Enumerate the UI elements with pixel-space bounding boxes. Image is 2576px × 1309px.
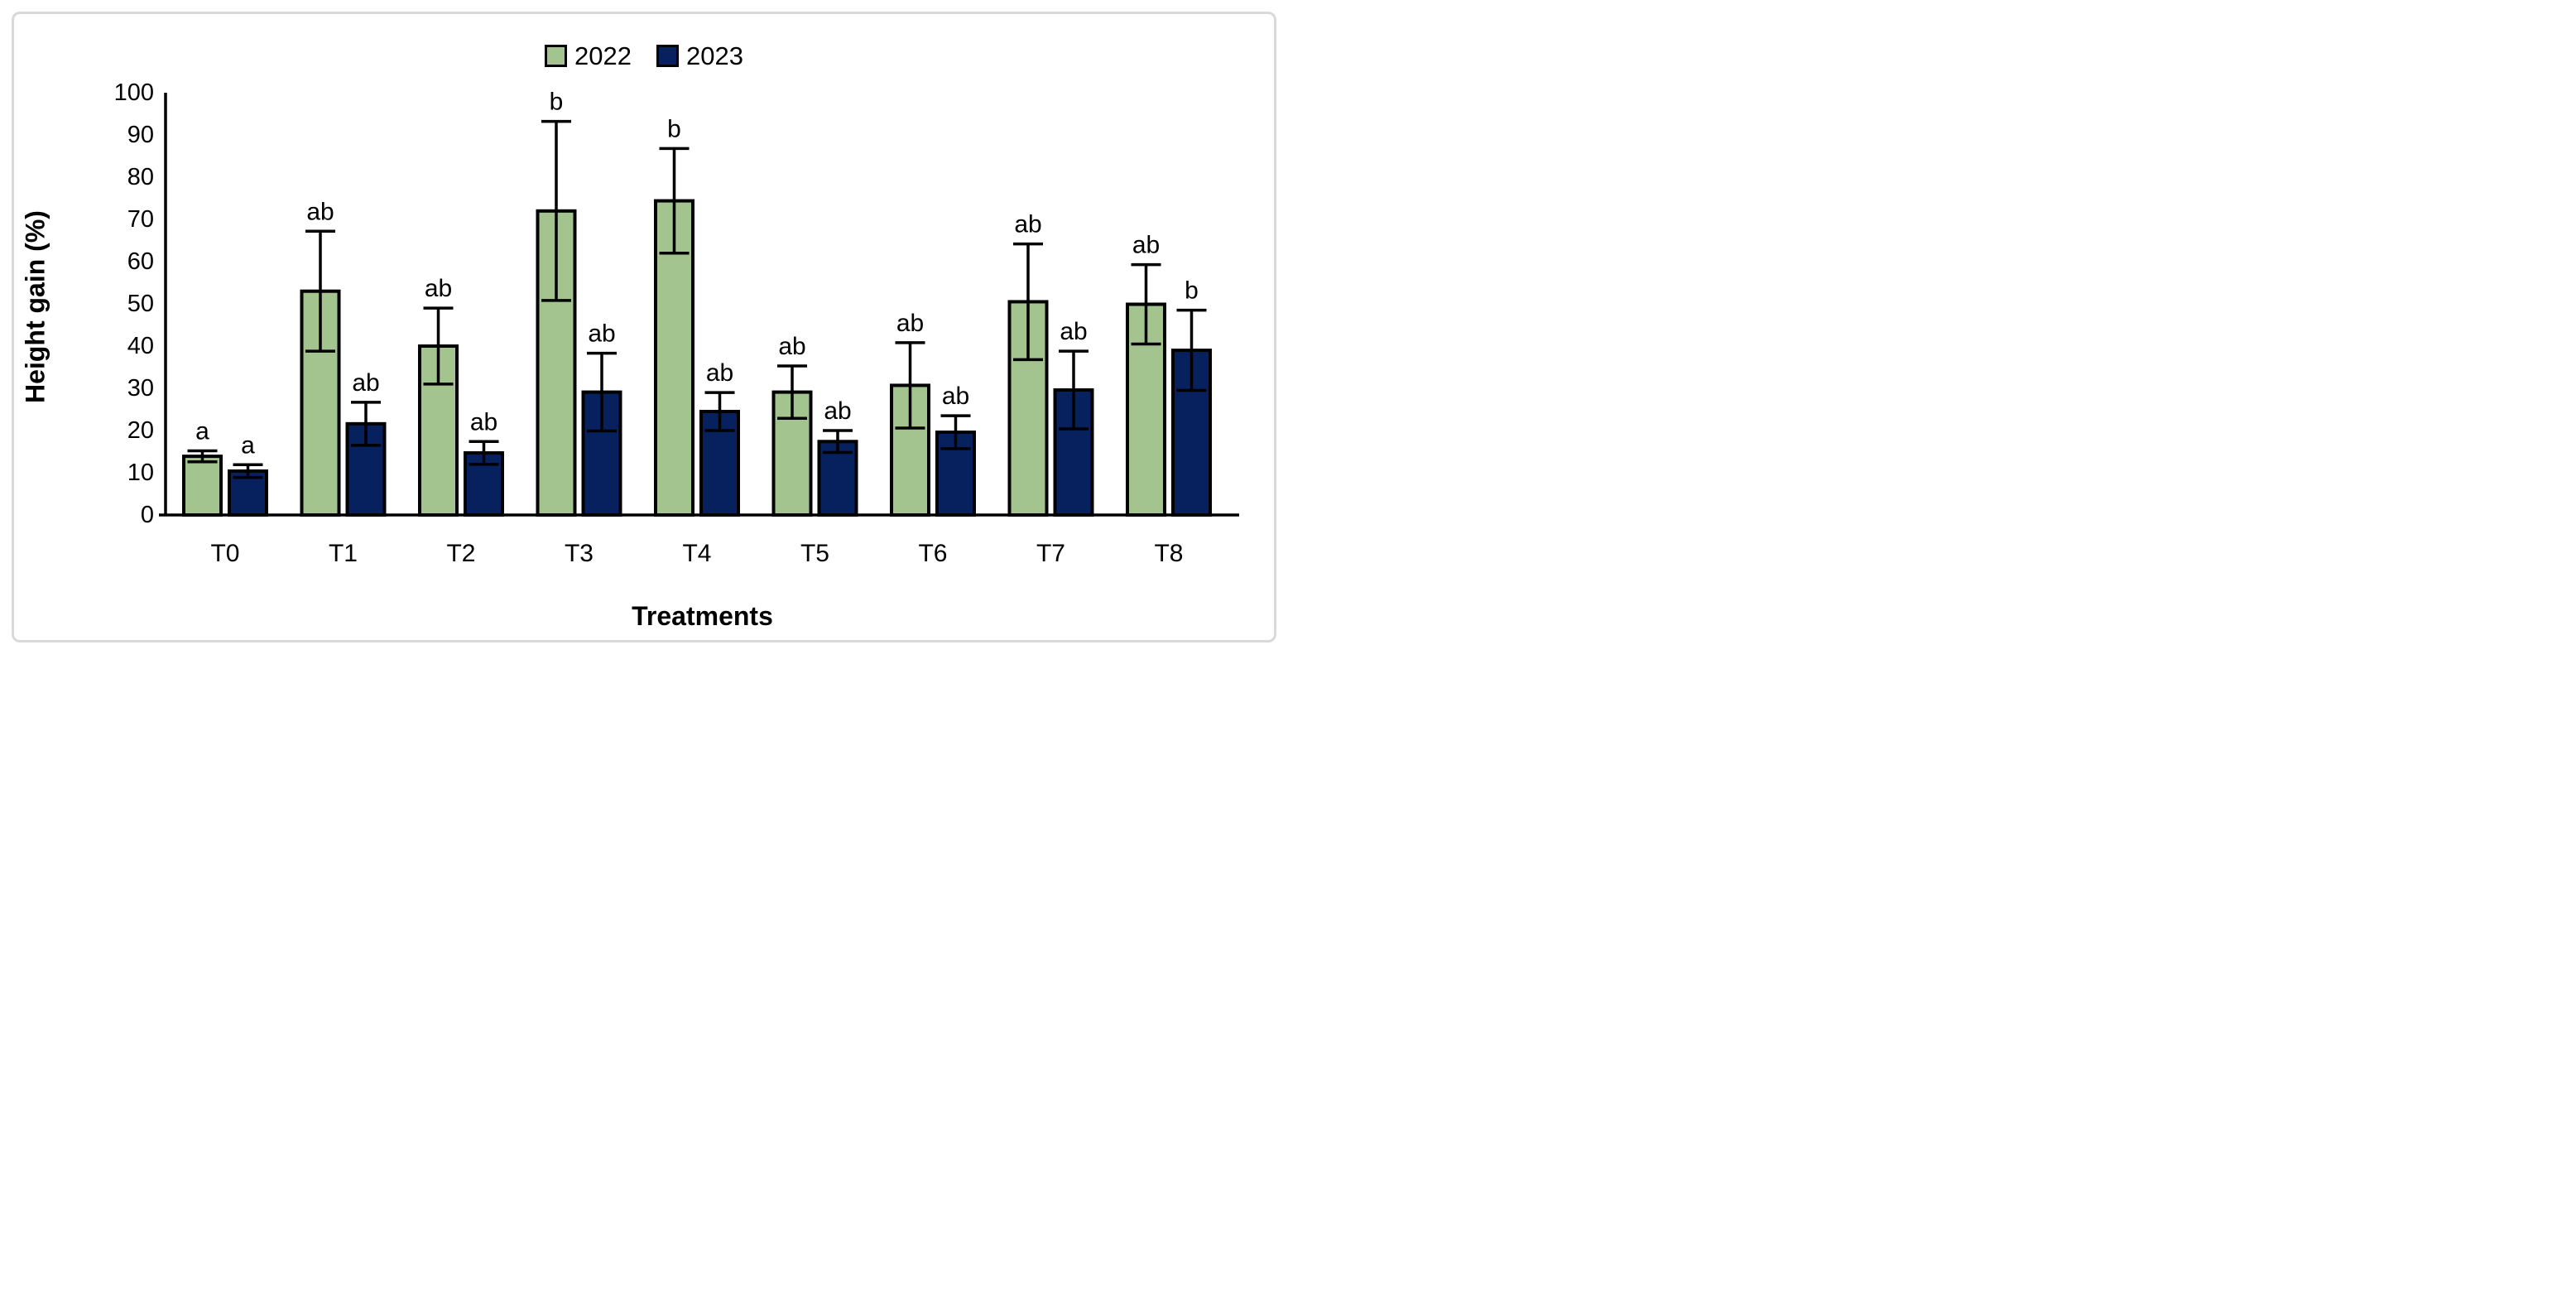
error-bar-2023-T8 xyxy=(1176,308,1207,392)
y-tick-label: 40 xyxy=(127,333,154,359)
x-category-label: T7 xyxy=(1036,540,1065,567)
y-tick-label: 80 xyxy=(127,164,154,190)
y-axis-title: Height gain (%) xyxy=(20,210,50,403)
legend-item-2023: 2023 xyxy=(656,43,743,69)
sig-letter-2023-T8: b xyxy=(1185,277,1199,305)
y-tick-label: 50 xyxy=(127,291,154,317)
y-tick-label: 90 xyxy=(127,122,154,148)
legend: 2022 2023 xyxy=(0,43,1288,69)
legend-swatch-2022 xyxy=(545,45,568,67)
error-bar-2022-T7 xyxy=(1013,242,1043,362)
bar-chart-canvas: 0102030405060708090100aaT0ababT1ababT2ba… xyxy=(114,79,1239,567)
legend-swatch-2023 xyxy=(656,45,679,67)
legend-label-2023: 2023 xyxy=(686,41,743,70)
sig-letter-2022-T7: ab xyxy=(1014,211,1041,238)
y-tick-label: 30 xyxy=(127,375,154,402)
sig-letter-2023-T4: ab xyxy=(706,359,733,387)
chart-frame xyxy=(12,12,1276,642)
x-category-label: T5 xyxy=(800,540,829,567)
sig-letter-2023-T1: ab xyxy=(352,369,379,397)
legend-item-2022: 2022 xyxy=(545,43,632,69)
error-bar-2022-T0 xyxy=(187,449,218,464)
sig-letter-2022-T8: ab xyxy=(1132,232,1160,259)
error-bar-2022-T2 xyxy=(423,306,454,386)
error-bar-2022-T1 xyxy=(305,229,335,353)
y-tick-label: 10 xyxy=(127,460,154,486)
x-category-label: T0 xyxy=(210,540,239,567)
x-category-label: T4 xyxy=(682,540,711,567)
sig-letter-2022-T6: ab xyxy=(896,310,924,337)
error-bar-2023-T3 xyxy=(587,351,617,433)
error-bar-2022-T6 xyxy=(895,341,925,430)
sig-letter-2022-T3: b xyxy=(550,89,564,116)
error-bar-2023-T6 xyxy=(940,414,971,450)
sig-letter-2022-T1: ab xyxy=(306,198,334,225)
error-bar-2022-T5 xyxy=(777,364,807,420)
error-bar-2022-T8 xyxy=(1131,262,1161,346)
x-axis-title: Treatments xyxy=(632,601,773,631)
y-tick-label: 100 xyxy=(114,79,154,106)
error-bar-2022-T4 xyxy=(659,147,690,255)
legend-label-2022: 2022 xyxy=(574,41,632,70)
error-bar-2023-T4 xyxy=(704,391,735,432)
sig-letter-2023-T2: ab xyxy=(470,408,497,436)
y-tick-label: 60 xyxy=(127,248,154,275)
x-category-label: T1 xyxy=(329,540,358,567)
sig-letter-2023-T3: ab xyxy=(588,320,615,348)
sig-letter-2022-T5: ab xyxy=(778,333,805,360)
bar-2022-T0 xyxy=(182,455,223,517)
sig-letter-2023-T0: a xyxy=(241,431,255,459)
error-bar-2023-T5 xyxy=(823,429,853,455)
error-bar-2022-T3 xyxy=(541,119,571,302)
sig-letter-2022-T2: ab xyxy=(425,275,452,302)
y-tick-label: 70 xyxy=(127,206,154,233)
x-category-label: T2 xyxy=(446,540,475,567)
sig-letter-2022-T4: b xyxy=(667,115,681,142)
x-category-label: T6 xyxy=(918,540,947,567)
error-bar-2023-T2 xyxy=(469,440,499,466)
error-bar-2023-T1 xyxy=(351,401,381,447)
sig-letter-2022-T0: a xyxy=(195,417,209,445)
x-category-label: T8 xyxy=(1154,540,1183,567)
y-tick-label: 0 xyxy=(141,502,154,528)
sig-letter-2023-T6: ab xyxy=(942,383,969,410)
error-bar-2023-T0 xyxy=(233,463,263,479)
sig-letter-2023-T7: ab xyxy=(1060,318,1087,345)
x-category-label: T3 xyxy=(565,540,594,567)
sig-letter-2023-T5: ab xyxy=(824,397,851,425)
error-bar-2023-T7 xyxy=(1059,349,1089,431)
y-tick-label: 20 xyxy=(127,417,154,444)
